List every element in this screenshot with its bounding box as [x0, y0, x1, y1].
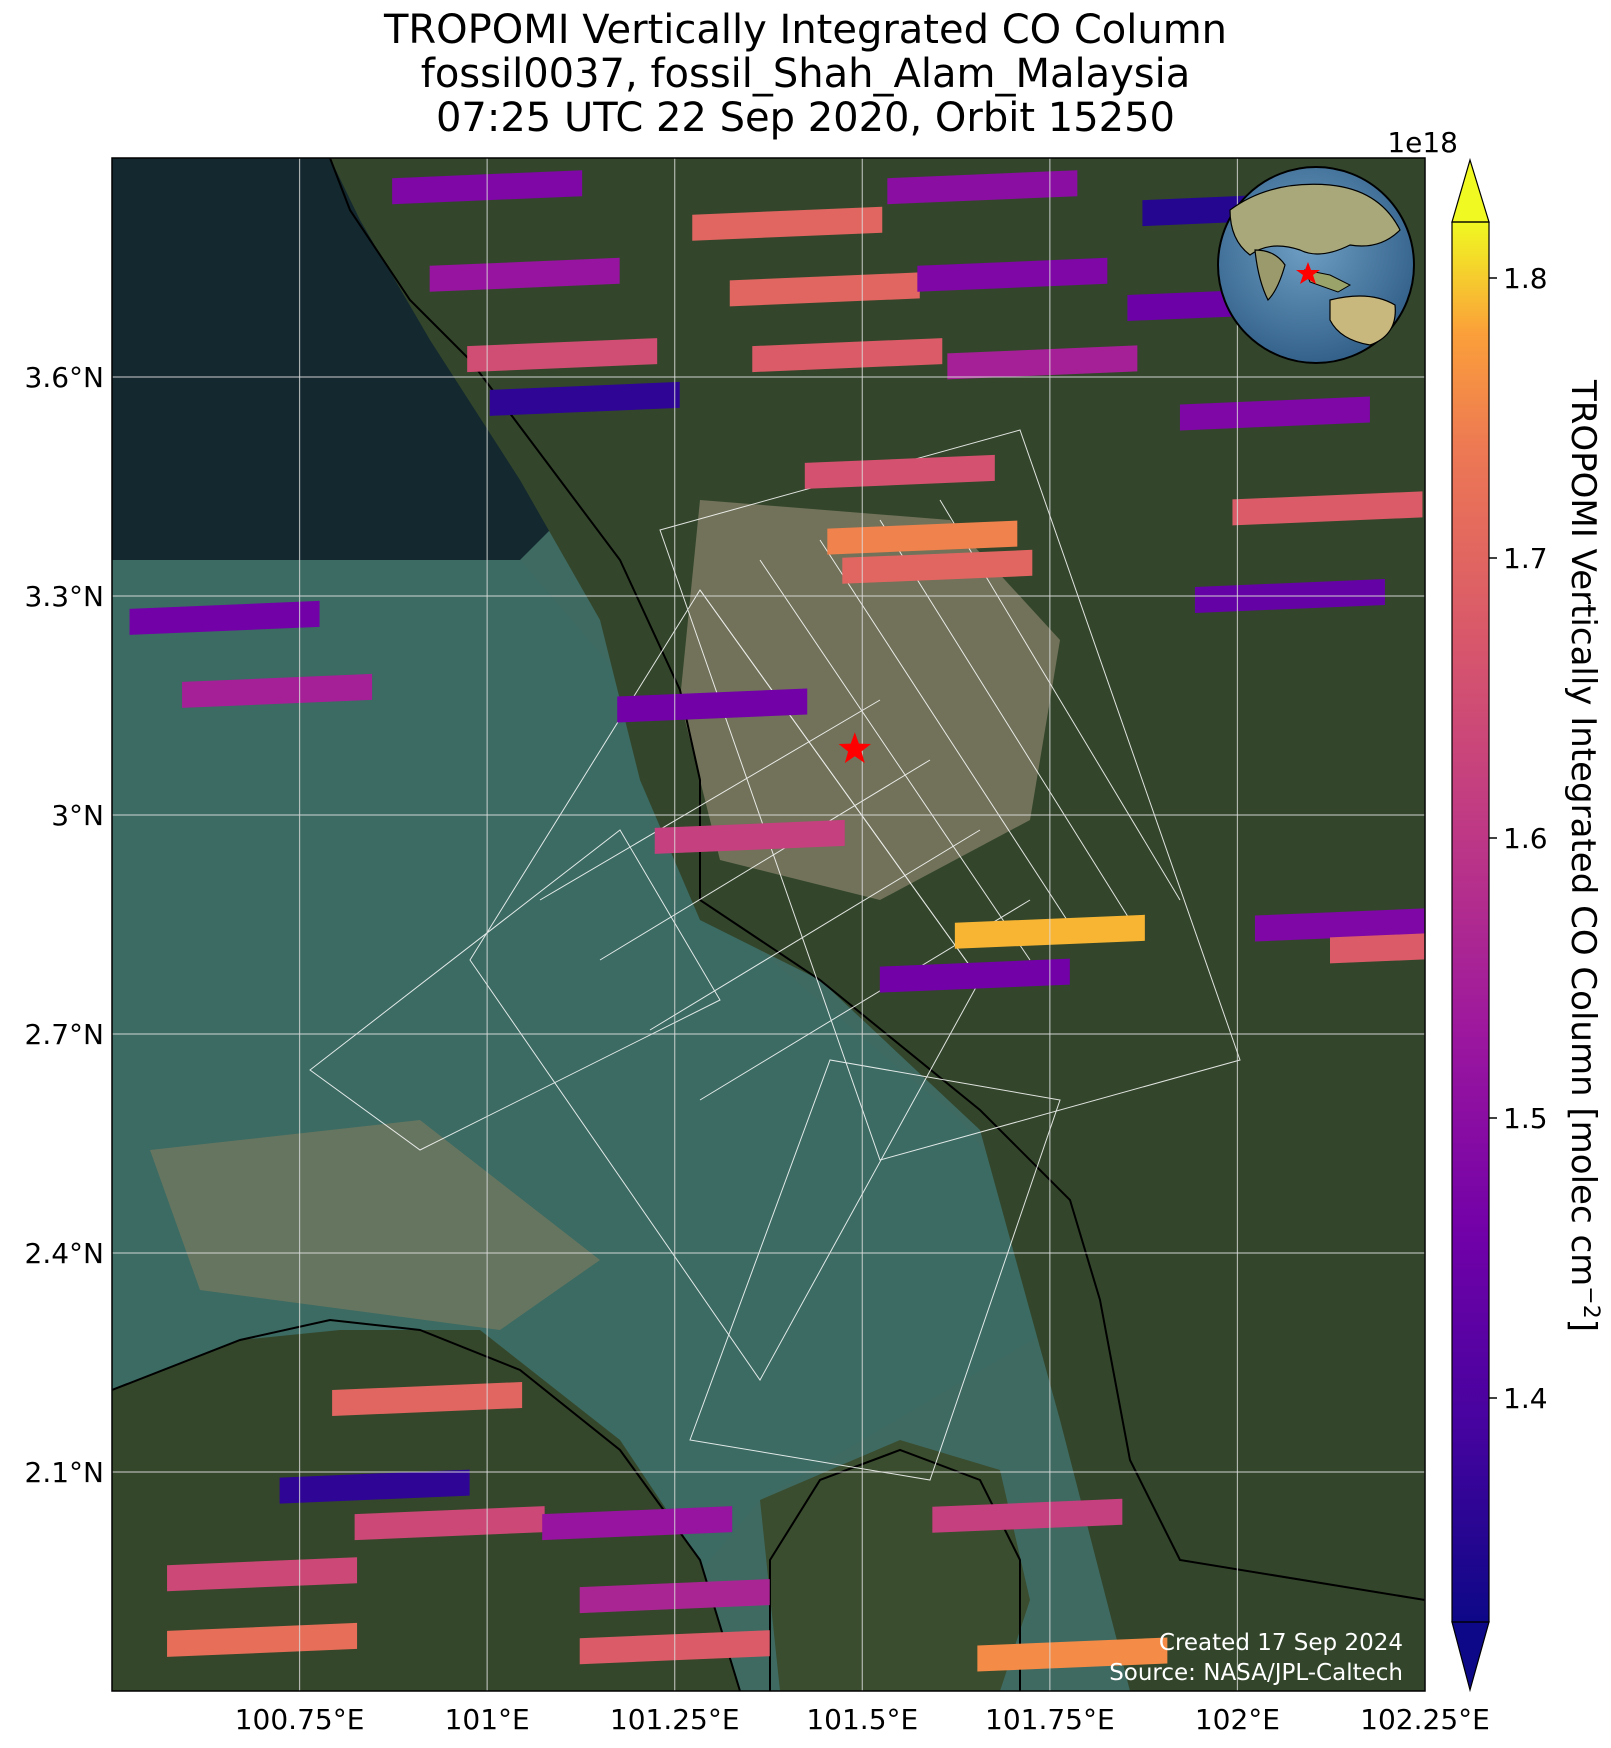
- map-title-line-3: 07:25 UTC 22 Sep 2020, Orbit 15250: [435, 95, 1176, 141]
- co-pixel: [752, 338, 943, 373]
- co-pixel: [654, 819, 845, 854]
- colorbar-tick-label: 1.4: [1503, 1382, 1548, 1415]
- map-panel: Created 17 Sep 2024 Source: NASA/JPL-Cal…: [112, 158, 1425, 1691]
- lon-tick-label: 101.25°E: [610, 1703, 740, 1736]
- latitude-tick-labels: 3.6°N 3.3°N 3°N 2.7°N 2.4°N 2.1°N: [25, 361, 104, 1489]
- co-pixel: [692, 206, 883, 241]
- co-pixel: [1232, 491, 1423, 526]
- co-pixel: [542, 1506, 733, 1541]
- lat-tick-label: 3.3°N: [25, 580, 104, 613]
- co-pixel: [879, 958, 1070, 993]
- colorbar-offset-text: 1e18: [1387, 126, 1458, 159]
- co-pixel: [182, 673, 373, 708]
- colorbar: 1.8 1.7 1.6 1.5 1.4 1e18 TROPOMI Vertically …: [1387, 126, 1604, 1693]
- lon-tick-label: 102°E: [1195, 1703, 1280, 1736]
- co-pixel: [429, 257, 620, 292]
- co-pixel: [489, 381, 680, 416]
- map-title-line-1: TROPOMI Vertically Integrated CO Column: [383, 7, 1228, 53]
- lat-tick-label: 3°N: [51, 799, 104, 832]
- co-pixel: [887, 170, 1078, 205]
- colorbar-frame: [1451, 221, 1490, 1623]
- co-pixel: [332, 1382, 523, 1416]
- co-pixel: [947, 345, 1138, 380]
- co-pixel: [917, 257, 1108, 292]
- co-pixel-layer: [129, 170, 1425, 1672]
- lat-tick-label: 2.4°N: [25, 1237, 104, 1270]
- co-pixel: [932, 1498, 1123, 1533]
- lon-tick-label: 102.25°E: [1360, 1703, 1490, 1736]
- globe-islands: [1304, 269, 1352, 293]
- lon-tick-label: 100.75°E: [235, 1703, 365, 1736]
- co-pixel: [467, 338, 658, 373]
- coastline-island: [769, 1448, 1021, 1691]
- colorbar-extend-bottom: [1451, 1621, 1490, 1693]
- co-pixel: [1330, 933, 1425, 964]
- lon-tick-label: 101.5°E: [806, 1703, 918, 1736]
- colorbar-tick-label: 1.6: [1503, 822, 1548, 855]
- credit-created: Created 17 Sep 2024: [1159, 1630, 1403, 1656]
- co-pixel: [1254, 908, 1425, 942]
- co-pixel: [842, 549, 1033, 584]
- globe-marker-star-icon: [1296, 262, 1320, 284]
- graticule: [112, 158, 1425, 1691]
- colorbar-gradient: [1452, 222, 1489, 1622]
- colorbar-label: TROPOMI Vertically Integrated CO Column …: [1563, 379, 1604, 1332]
- co-pixel: [129, 600, 320, 635]
- basemap-land-island: [760, 1440, 1030, 1691]
- co-pixel: [167, 1622, 358, 1657]
- co-pixel: [1179, 396, 1370, 431]
- longitude-tick-labels: 100.75°E 101°E 101.25°E 101.5°E 101.75°E 102°…: [235, 1703, 1490, 1736]
- credit-source: Source: NASA/JPL-Caltech: [1109, 1660, 1403, 1686]
- colorbar-tick-label: 1.5: [1503, 1102, 1548, 1135]
- lon-tick-label: 101.75°E: [985, 1703, 1115, 1736]
- co-pixel: [167, 1557, 358, 1592]
- globe-continent-india: [1254, 249, 1286, 302]
- globe-continent-asia: [1229, 183, 1401, 256]
- co-pixel: [977, 1637, 1168, 1672]
- site-star-icon: [838, 732, 871, 764]
- co-pixel: [354, 1506, 545, 1541]
- lon-tick-label: 101°E: [445, 1703, 530, 1736]
- co-pixel: [827, 520, 1018, 555]
- lat-tick-label: 2.7°N: [25, 1018, 104, 1051]
- map-frame: [111, 157, 1426, 1692]
- basemap-deep-water: [112, 158, 560, 560]
- co-pixel: [279, 1469, 470, 1504]
- lat-tick-label: 3.6°N: [25, 361, 104, 394]
- colorbar-extend-top: [1451, 157, 1490, 223]
- co-pixel: [729, 272, 920, 307]
- basemap-land-peninsula: [330, 158, 1425, 1691]
- co-pixel: [804, 454, 995, 489]
- globe-continent-australia: [1329, 295, 1396, 346]
- colorbar-tick-label: 1.8: [1503, 262, 1548, 295]
- lat-tick-label: 2.1°N: [25, 1456, 104, 1489]
- colorbar-tick-label: 1.7: [1503, 542, 1548, 575]
- basemap-urban-area: [680, 500, 1060, 900]
- inset-globe: [1217, 166, 1415, 364]
- coastline-south: [112, 1318, 741, 1691]
- map-title-line-2: fossil0037, fossil_Shah_Alam_Malaysia: [420, 51, 1191, 97]
- colorbar-ticks: 1.8 1.7 1.6 1.5 1.4: [1489, 262, 1548, 1415]
- co-pixel: [617, 688, 808, 723]
